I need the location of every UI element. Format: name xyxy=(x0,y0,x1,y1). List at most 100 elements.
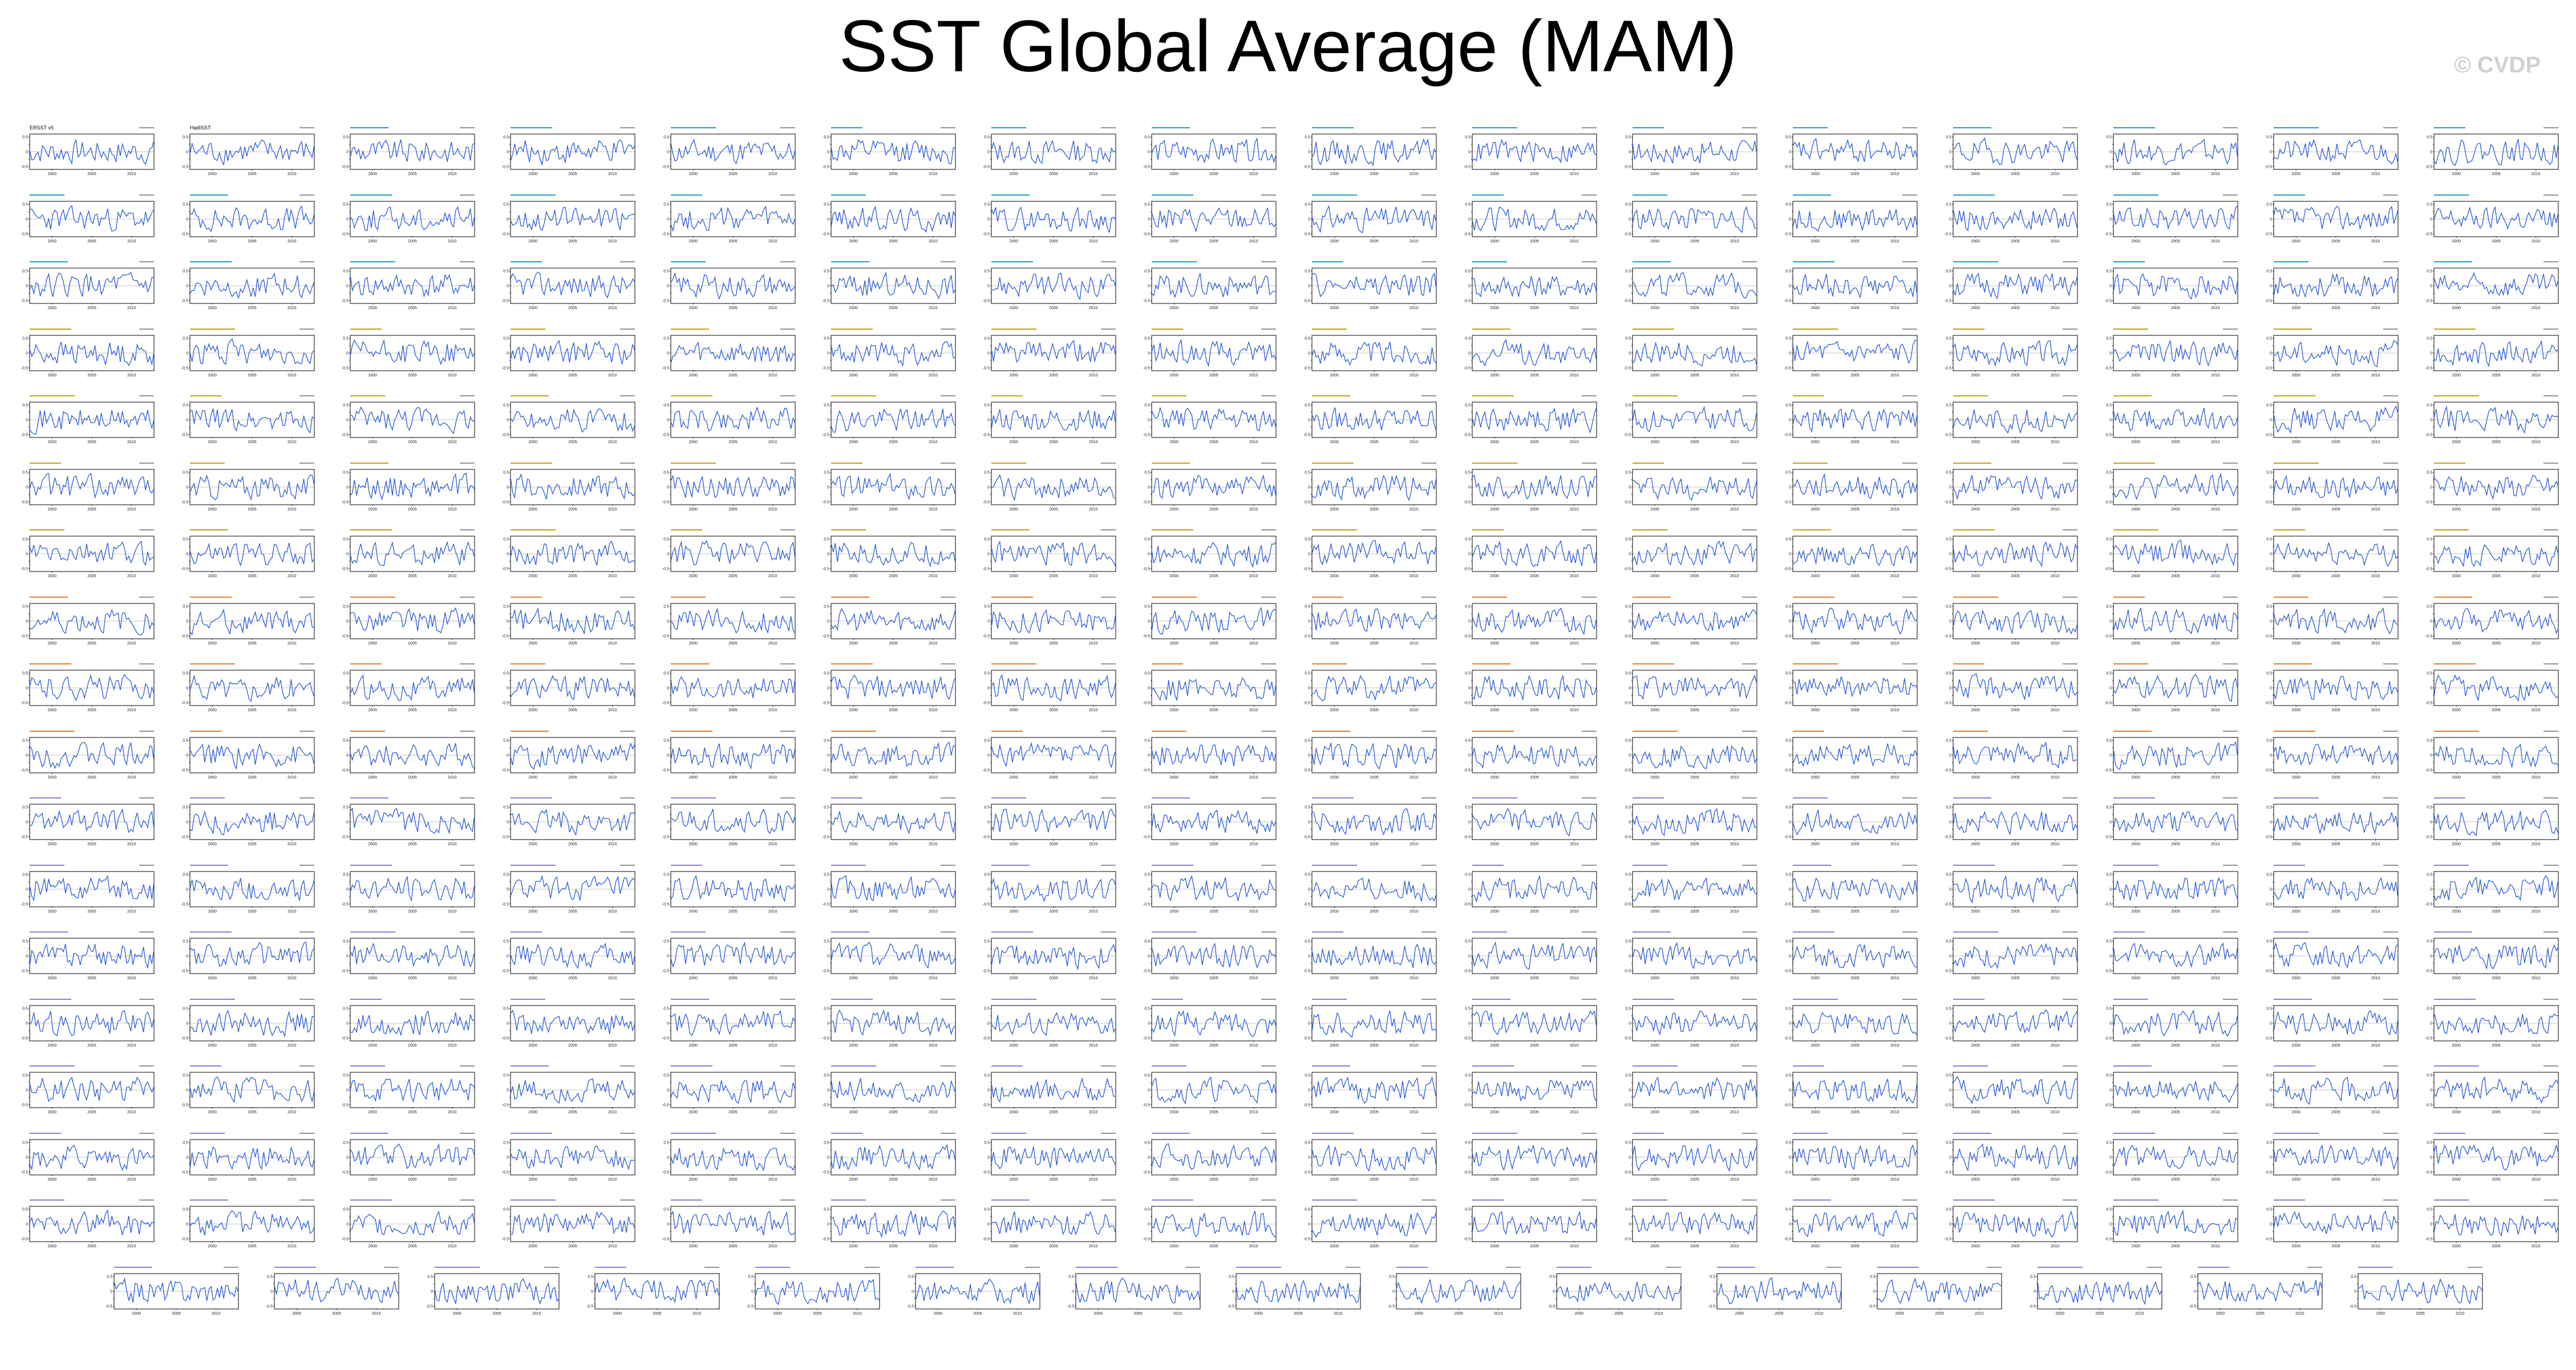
y-tick-label: 0 xyxy=(1308,753,1310,757)
y-tick-label: -0.5 xyxy=(1784,1103,1791,1107)
x-tick-label: 2010 xyxy=(287,708,297,712)
x-tick-label: 2000 xyxy=(849,440,858,444)
x-tick-label: 2000 xyxy=(688,776,698,780)
x-tick-label: 2010 xyxy=(1570,976,1579,980)
y-tick-label: 0.5 xyxy=(1305,806,1310,810)
x-tick-label: 2005 xyxy=(408,642,417,646)
y-tick-label: 0 xyxy=(186,1089,188,1093)
series-line xyxy=(1792,607,1918,635)
y-tick-label: 0.5 xyxy=(22,136,28,140)
x-tick-label: 2010 xyxy=(127,910,136,914)
x-tick-label: 2000 xyxy=(1650,306,1659,310)
series-line xyxy=(1792,339,1918,364)
x-tick-label: 2005 xyxy=(2331,240,2340,244)
y-tick-label: 0 xyxy=(1308,821,1310,825)
y-tick-label: -0.5 xyxy=(342,701,349,705)
x-tick-label: 2005 xyxy=(2171,708,2180,712)
x-tick-label: 2000 xyxy=(2131,240,2140,244)
timeseries-panel: 0.5 0 -0.5 2000 2005 2010 xyxy=(177,860,320,917)
timeseries-panel: 0.5 0 -0.5 2000 2005 2010 xyxy=(1620,994,1763,1051)
cvdp-watermark: © CVDP xyxy=(2454,52,2541,78)
y-tick-label: 0.5 xyxy=(984,404,990,408)
y-tick-label: 0.5 xyxy=(183,1074,188,1078)
x-tick-label: 2000 xyxy=(47,440,56,444)
series-line xyxy=(831,271,956,299)
x-tick-label: 2005 xyxy=(568,776,577,780)
y-tick-label: 0.5 xyxy=(1305,739,1310,743)
y-tick-label: -0.5 xyxy=(502,165,509,169)
series-line xyxy=(991,473,1116,501)
y-tick-label: 0 xyxy=(507,821,509,825)
timeseries-panel: 0.5 0 -0.5 2000 2005 2010 xyxy=(2261,659,2404,716)
y-tick-label: 0 xyxy=(2430,485,2432,489)
timeseries-panel: 0.5 0 -0.5 2000 2005 2010 xyxy=(1780,659,1923,716)
y-tick-label: -0.5 xyxy=(1303,634,1310,638)
x-tick-label: 2005 xyxy=(1530,910,1539,914)
x-tick-label: 2005 xyxy=(87,240,96,244)
x-tick-label: 2010 xyxy=(2371,306,2380,310)
x-tick-label: 2000 xyxy=(1169,776,1178,780)
x-tick-label: 2005 xyxy=(248,708,257,712)
x-tick-label: 2000 xyxy=(528,910,537,914)
x-tick-label: 2005 xyxy=(1049,508,1058,512)
y-tick-label: 0.5 xyxy=(2266,270,2272,274)
x-tick-label: 2005 xyxy=(728,708,738,712)
x-tick-label: 2005 xyxy=(248,172,257,176)
x-tick-label: 2000 xyxy=(2291,976,2300,980)
x-tick-label: 2010 xyxy=(127,1044,136,1048)
x-tick-label: 2000 xyxy=(368,776,377,780)
y-tick-label: 0.5 xyxy=(2427,471,2432,475)
y-tick-label: -0.5 xyxy=(2105,902,2112,906)
timeseries-panel: 0.5 0 -0.5 2000 2005 2010 xyxy=(2261,994,2404,1051)
x-tick-label: 2000 xyxy=(1490,976,1499,980)
y-tick-label: 0.5 xyxy=(824,605,829,609)
y-tick-label: -0.5 xyxy=(1303,567,1310,571)
x-tick-label: 2010 xyxy=(287,172,297,176)
x-tick-label: 2005 xyxy=(1690,708,1699,712)
timeseries-panel: 0.5 0 -0.5 2000 2005 2010 xyxy=(1460,190,1602,247)
y-tick-label: 0.5 xyxy=(22,471,28,475)
timeseries-panel: 0.5 0 -0.5 2000 2005 2010 xyxy=(2421,324,2564,381)
x-tick-label: 2000 xyxy=(1811,240,1820,244)
x-tick-label: 2005 xyxy=(2331,306,2340,310)
x-tick-label: 2010 xyxy=(768,642,777,646)
y-tick-label: 0.5 xyxy=(824,739,829,743)
series-line xyxy=(29,674,155,702)
y-tick-label: 0 xyxy=(1308,217,1310,221)
timeseries-panel: 0.5 0 -0.5 2000 2005 2010 xyxy=(1460,994,1602,1051)
series-line xyxy=(1792,1079,1918,1104)
y-tick-label: 0 xyxy=(1468,955,1471,959)
y-tick-label: 0 xyxy=(987,619,990,623)
x-tick-label: 2000 xyxy=(2291,374,2300,378)
x-tick-label: 2005 xyxy=(248,976,257,980)
y-tick-label: 0 xyxy=(1148,619,1150,623)
x-tick-label: 2000 xyxy=(1811,910,1820,914)
y-tick-label: -0.5 xyxy=(2105,433,2112,437)
x-tick-label: 2005 xyxy=(2011,708,2020,712)
x-tick-label: 2000 xyxy=(1490,1110,1499,1114)
y-tick-label: 0 xyxy=(1949,753,1951,757)
y-tick-label: -0.5 xyxy=(2265,768,2272,772)
y-tick-label: 0.5 xyxy=(1625,471,1631,475)
x-tick-label: 2000 xyxy=(1009,976,1018,980)
timeseries-panel: 0.5 0 -0.5 2000 2005 2010 xyxy=(1780,458,1923,515)
timeseries-panel: 0.5 0 -0.5 2000 2005 2010 xyxy=(338,726,480,783)
timeseries-panel: 0.5 0 -0.5 2000 2005 2010 xyxy=(1620,793,1763,850)
x-tick-label: 2005 xyxy=(2331,1044,2340,1048)
x-tick-label: 2005 xyxy=(2171,842,2180,846)
